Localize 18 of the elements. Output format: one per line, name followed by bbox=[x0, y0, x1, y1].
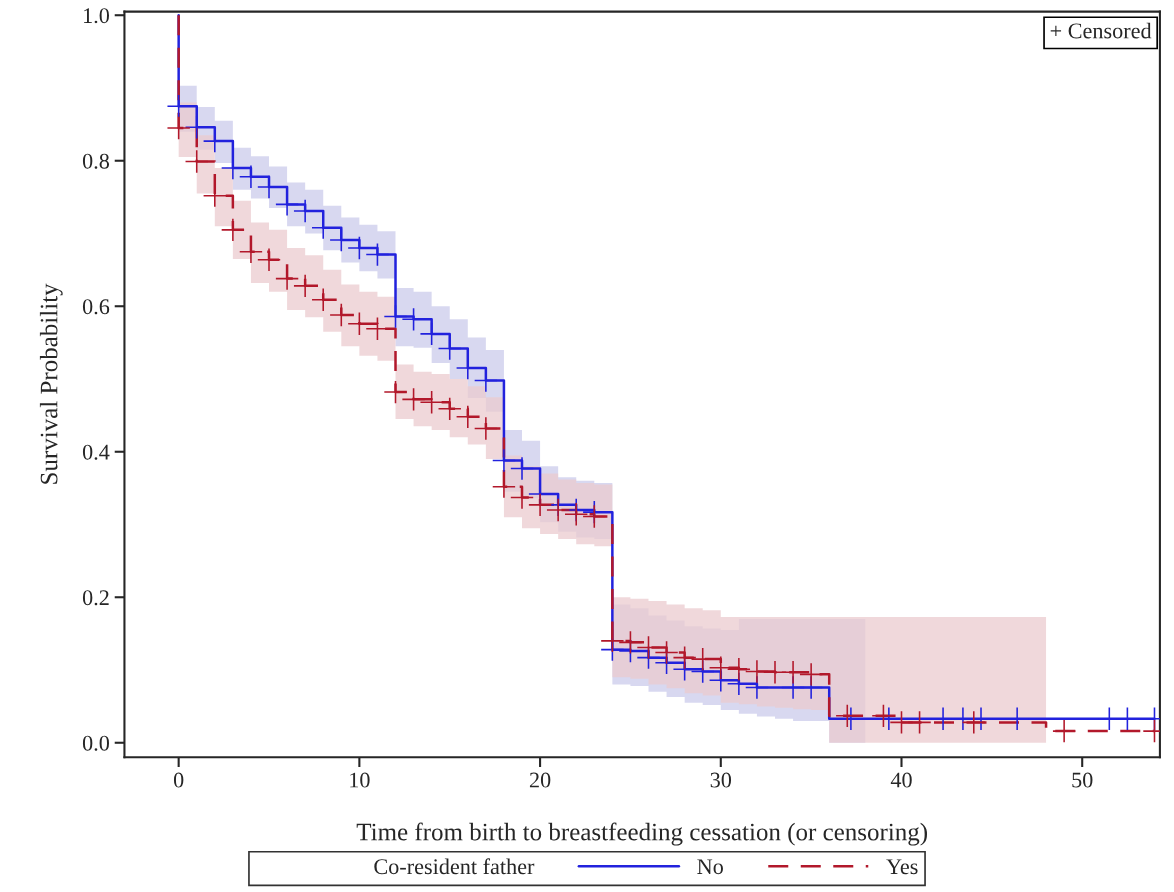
y-tick-label: 1.0 bbox=[84, 8, 110, 24]
y-axis-title: Survival Probability bbox=[39, 283, 63, 484]
x-tick-label: 50 bbox=[1072, 772, 1093, 788]
x-tick-label: 40 bbox=[890, 772, 912, 788]
x-tick-label: 30 bbox=[710, 772, 732, 788]
annotation: + Censored bbox=[1050, 22, 1152, 39]
y-tick-label: 0.6 bbox=[82, 299, 110, 315]
y-tick-label: 0.2 bbox=[82, 590, 109, 606]
y-tick-label: 0.8 bbox=[82, 153, 110, 169]
legend-label: No bbox=[697, 859, 723, 875]
legend-title: Co-resident father bbox=[374, 858, 535, 875]
x-tick-label: 20 bbox=[529, 772, 551, 788]
legend-label: Yes bbox=[886, 859, 918, 875]
x-axis-title: Time from birth to breastfeeding cessation (or censoring) bbox=[356, 822, 927, 846]
x-tick-label: 0 bbox=[173, 772, 184, 788]
x-tick-label: 10 bbox=[350, 772, 370, 788]
y-tick-label: 0.0 bbox=[82, 735, 110, 751]
y-tick-label: 0.4 bbox=[82, 444, 110, 460]
